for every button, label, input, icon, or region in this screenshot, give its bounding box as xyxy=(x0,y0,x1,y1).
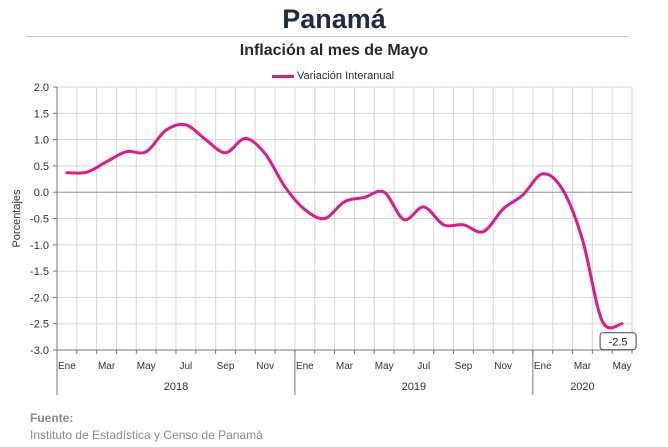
title-divider xyxy=(26,36,628,37)
data-point xyxy=(323,217,326,220)
legend-label: Variación Interanual xyxy=(297,70,395,82)
x-tick-label: May xyxy=(375,361,394,372)
data-point xyxy=(263,152,267,156)
data-point xyxy=(85,171,88,174)
y-axis-title: Porcentajes xyxy=(11,189,23,248)
chart-subtitle: Inflación al mes de Mayo xyxy=(239,42,429,59)
data-point xyxy=(343,200,346,203)
data-point xyxy=(422,205,426,209)
y-tick-label: 0.5 xyxy=(34,161,49,173)
x-tick-label: Nov xyxy=(256,361,274,372)
data-point xyxy=(501,207,505,211)
data-point xyxy=(204,138,207,141)
year-label: 2020 xyxy=(570,381,594,393)
y-tick-label: -1.5 xyxy=(30,266,49,278)
data-point xyxy=(581,238,584,241)
y-tick-label: -2.0 xyxy=(30,292,49,304)
data-point xyxy=(541,172,544,175)
x-tick-label: May xyxy=(613,361,632,372)
y-tick-label: -0.5 xyxy=(30,214,49,226)
data-point xyxy=(482,230,485,233)
data-point xyxy=(65,171,69,174)
data-label-box xyxy=(599,332,637,351)
data-point xyxy=(224,151,227,154)
data-point xyxy=(303,208,307,211)
x-tick-label: Mar xyxy=(98,361,116,372)
data-point xyxy=(125,150,128,153)
y-tick-label: -1.0 xyxy=(30,240,49,252)
year-label: 2019 xyxy=(402,381,426,393)
data-point xyxy=(561,188,564,191)
data-point xyxy=(462,223,465,227)
source-text: Instituto de Estadística y Censo de Pana… xyxy=(30,428,263,442)
y-tick-label: 1.0 xyxy=(34,135,49,147)
x-tick-label: Ene xyxy=(58,361,76,372)
data-point xyxy=(244,137,247,140)
x-tick-label: Sep xyxy=(455,361,473,372)
x-tick-label: Mar xyxy=(336,361,354,372)
chart-title: Panamá xyxy=(282,4,386,34)
x-tick-label: Ene xyxy=(296,361,314,372)
data-label: -2.5 xyxy=(609,337,628,349)
x-tick-label: Jul xyxy=(417,361,430,372)
x-tick-label: Mar xyxy=(574,361,592,372)
data-point xyxy=(363,196,366,199)
x-tick-label: May xyxy=(137,361,156,372)
y-tick-label: -2.5 xyxy=(30,319,49,331)
data-point xyxy=(184,123,188,127)
data-point xyxy=(164,128,168,132)
data-point xyxy=(442,223,445,227)
chart-legend: Variación Interanual xyxy=(272,69,394,83)
data-point xyxy=(521,193,525,197)
x-tick-label: Nov xyxy=(494,361,512,372)
y-tick-label: 2.0 xyxy=(34,82,49,94)
x-tick-label: Jul xyxy=(179,361,192,372)
x-tick-label: Ene xyxy=(534,361,552,372)
data-point xyxy=(382,191,386,194)
data-point xyxy=(601,319,604,323)
x-tick-label: Sep xyxy=(217,361,235,372)
data-point xyxy=(620,322,624,325)
source-label: Fuente: xyxy=(30,411,74,425)
data-point xyxy=(145,150,148,153)
data-point xyxy=(105,160,108,163)
data-point xyxy=(402,218,406,221)
legend-swatch xyxy=(272,74,294,78)
data-point xyxy=(283,185,287,189)
year-label: 2018 xyxy=(164,381,188,393)
y-tick-label: 1.5 xyxy=(34,108,49,120)
y-tick-label: -3.0 xyxy=(30,345,49,357)
y-tick-label: 0.0 xyxy=(34,187,49,199)
